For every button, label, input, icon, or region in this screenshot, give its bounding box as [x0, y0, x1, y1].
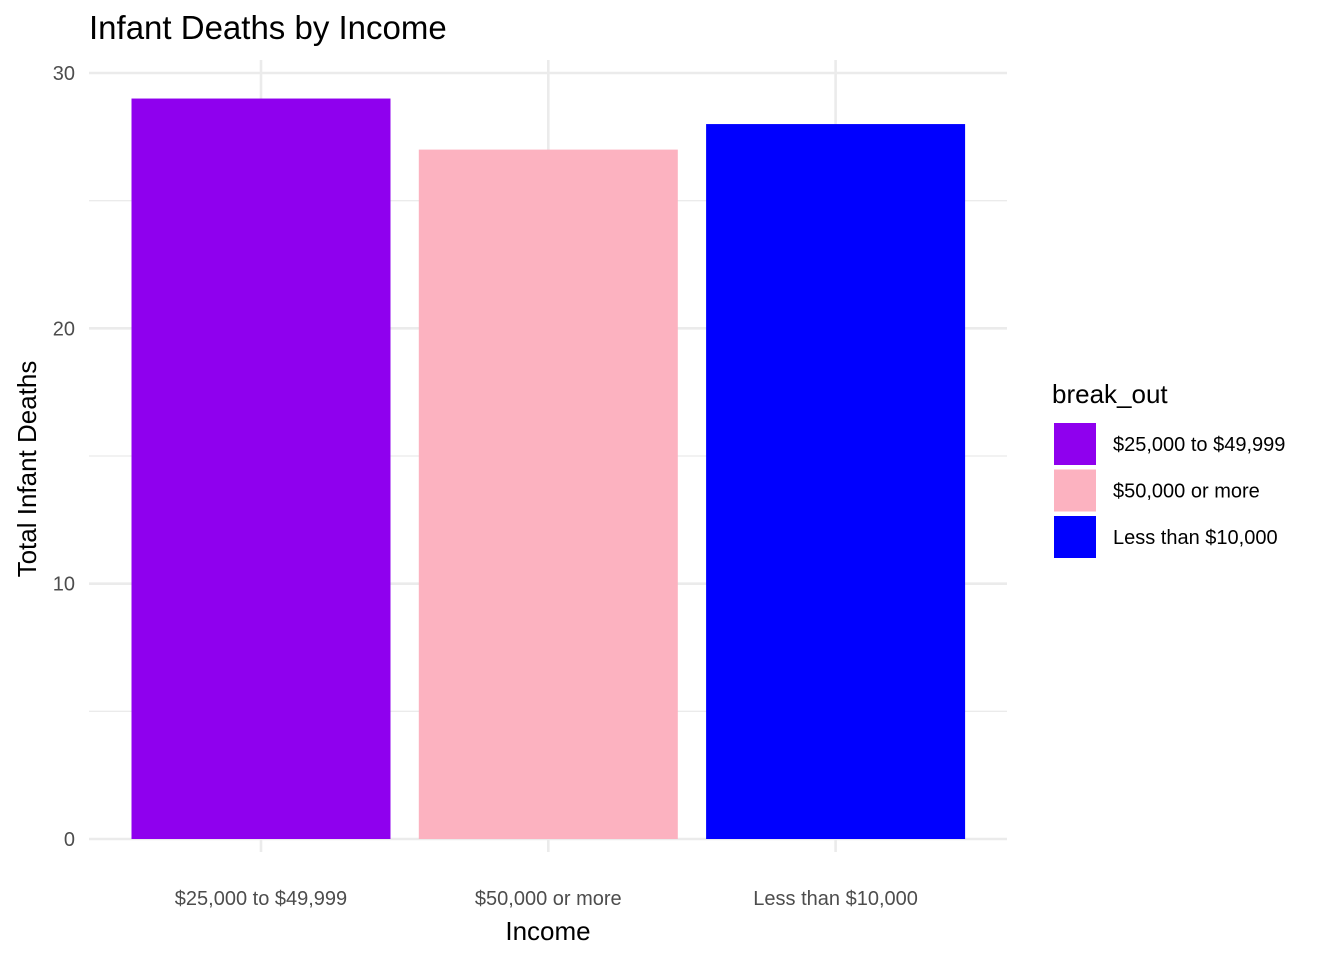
- bar: [131, 98, 391, 840]
- y-tick-label: 10: [53, 574, 75, 596]
- bars: [131, 98, 966, 840]
- legend-label: Less than $10,000: [1113, 527, 1278, 549]
- legend-label: $25,000 to $49,999: [1113, 434, 1285, 456]
- legend-swatch: [1054, 469, 1096, 512]
- legend-title: break_out: [1052, 379, 1168, 409]
- legend-swatch: [1054, 423, 1096, 465]
- bar: [418, 149, 678, 840]
- x-tick-label: Less than $10,000: [753, 888, 918, 910]
- chart-title: Infant Deaths by Income: [89, 9, 447, 46]
- legend: break_out $25,000 to $49,999 $50,000 or m…: [1052, 379, 1285, 558]
- x-tick-label: $25,000 to $49,999: [175, 888, 347, 910]
- y-tick-label: 30: [53, 63, 75, 85]
- x-tick-label: $50,000 or more: [475, 888, 622, 910]
- y-axis-ticks: 0 10 20 30: [53, 63, 75, 851]
- legend-swatch: [1054, 516, 1096, 558]
- y-tick-label: 0: [64, 829, 75, 851]
- bar: [706, 124, 966, 840]
- x-axis-title: Income: [505, 916, 590, 946]
- x-axis-ticks: $25,000 to $49,999 $50,000 or more Less th…: [175, 888, 918, 910]
- y-tick-label: 20: [53, 318, 75, 340]
- legend-label: $50,000 or more: [1113, 481, 1260, 503]
- y-axis-title: Total Infant Deaths: [12, 361, 42, 578]
- legend-entries: $25,000 to $49,999 $50,000 or more Less th…: [1054, 423, 1285, 558]
